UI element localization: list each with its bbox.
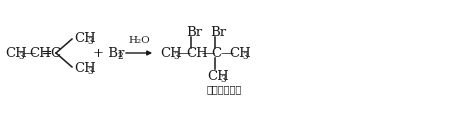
Text: रंगहीन: रंगहीन [207,85,242,94]
Text: + Br: + Br [93,47,125,60]
Text: 3: 3 [18,52,24,61]
Text: 3: 3 [220,75,226,84]
Text: —: — [22,47,35,60]
Text: CH: CH [29,47,51,60]
Text: CH: CH [74,32,96,45]
Text: CH: CH [5,47,27,60]
Text: C: C [50,47,60,60]
Text: Br: Br [186,25,202,38]
Text: CH: CH [207,70,229,83]
Text: CH: CH [186,47,208,60]
Text: 2: 2 [117,52,123,61]
Text: 3: 3 [87,37,92,46]
Text: CH: CH [74,61,96,74]
Text: 3: 3 [242,52,248,61]
Text: 3: 3 [87,66,92,75]
Text: CH: CH [229,47,251,60]
Text: —: — [201,47,214,60]
Text: H₂O: H₂O [128,36,150,45]
Text: C: C [211,47,221,60]
Text: —: — [177,47,190,60]
Text: —: — [220,47,233,60]
Text: Br: Br [210,25,226,38]
Text: ═: ═ [42,47,50,59]
Text: 3: 3 [173,52,178,61]
Text: CH: CH [160,47,182,60]
